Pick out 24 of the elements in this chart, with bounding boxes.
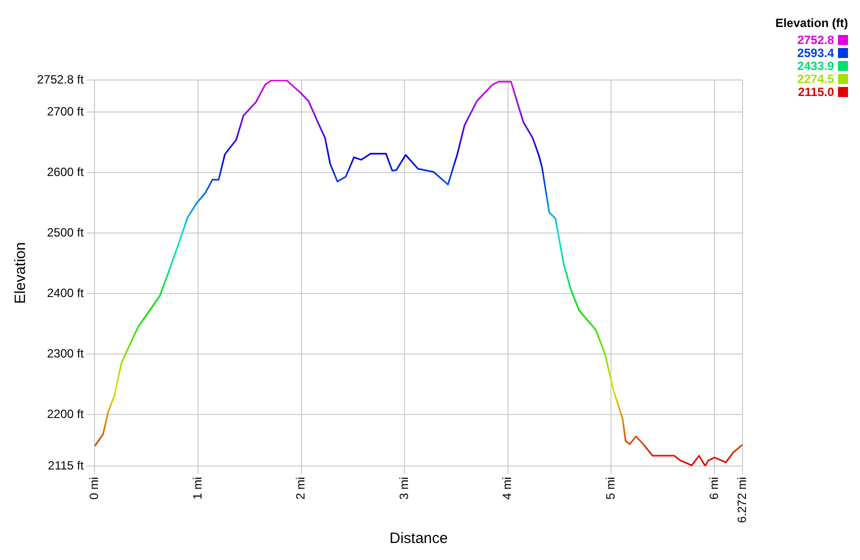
x-tick-label: 3 mi [396,476,411,500]
y-tick-label: 2752.8 ft [36,72,84,86]
x-tick-label: 4 mi [500,476,514,500]
y-tick-label: 2500 ft [47,225,84,240]
color-bar-label: 2274.5 [797,72,834,86]
y-tick-label: 2700 ft [47,104,84,118]
x-tick-label: 5 mi [604,476,618,500]
x-tick-label: 6 mi [706,476,721,500]
color-bar-title: Elevation (ft) [775,16,848,30]
x-tick-label: 2 mi [294,476,308,500]
y-tick-label: 2200 ft [47,406,84,421]
y-tick-label: 2115 ft [48,458,84,472]
x-axis-title: Distance [389,530,448,548]
x-tick-label: 6.272 mi [734,476,749,524]
x-tick-label: 1 mi [190,476,204,500]
y-tick-label: 2300 ft [47,346,84,360]
color-bar-label: 2752.8 [797,32,834,46]
y-axis-title: Elevation [12,242,30,304]
color-bar-label: 2433.9 [797,58,834,72]
y-tick-label: 2600 ft [47,164,84,179]
y-tick-label: 2400 ft [47,286,84,300]
color-bar-label: 2115.0 [798,84,834,98]
x-tick-label: 0 mi [87,476,102,500]
color-bar-label: 2593.4 [797,46,834,60]
